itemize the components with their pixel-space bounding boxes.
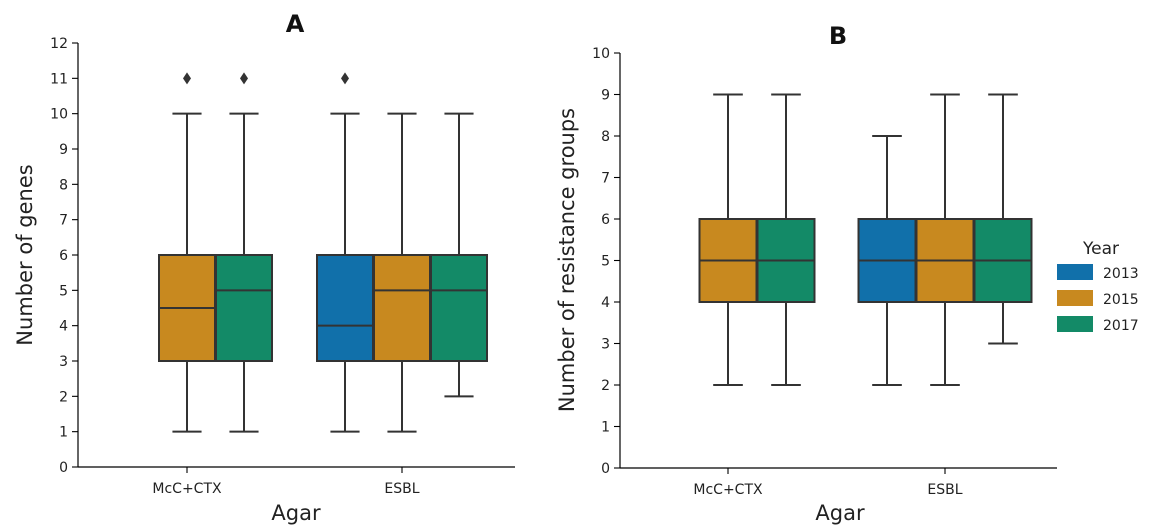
- panel-b-y-tick-label: 10: [592, 46, 610, 62]
- legend-swatch-2017: [1057, 316, 1093, 332]
- box-iqr: [373, 254, 431, 362]
- panel-a-y-tick-label: 3: [59, 354, 68, 370]
- panel-a-y-tick-label: 9: [59, 142, 68, 158]
- box-mcc-ctx-2017: [215, 72, 273, 433]
- panel-a-y-tick-label: 11: [50, 71, 68, 87]
- box-mcc-ctx-2015: [158, 72, 216, 433]
- legend-title: Year: [1082, 239, 1119, 259]
- panel-a-x-tick-label: McC+CTX: [152, 481, 222, 497]
- panel-a-x-tick-label: ESBL: [384, 481, 419, 497]
- panel-b-y-tick-label: 6: [601, 212, 610, 228]
- panel-b-y-axis-label: Number of resistance groups: [555, 108, 579, 412]
- panel-a-y-tick-label: 1: [59, 425, 68, 441]
- panel-a-y-tick-label: 6: [59, 248, 68, 264]
- panel-a-y-tick-label: 8: [59, 177, 68, 193]
- panel-b-y-tick-label: 1: [601, 420, 610, 436]
- panel-a-y-tick-label: 0: [59, 460, 68, 476]
- panel-b-y-tick-label: 0: [601, 461, 610, 477]
- box-esbl-2017: [973, 93, 1033, 345]
- panel-b-y-tick-label: 4: [601, 295, 610, 311]
- panel-b-y-tick-label: 5: [601, 254, 610, 270]
- legend: Year 2013 2015 2017: [1057, 239, 1139, 334]
- panel-a-y-tick-label: 7: [59, 213, 68, 229]
- panel-b-y-tick-label: 7: [601, 171, 610, 187]
- panel-b-y-tick-label: 2: [601, 378, 610, 394]
- box-esbl-2013: [316, 72, 374, 433]
- legend-swatch-2015: [1057, 290, 1093, 306]
- panel-a-y-tick-label: 10: [50, 107, 68, 123]
- box-mcc-ctx-2017: [756, 93, 816, 386]
- panel-b: B Number of resistance groups Agar 0 1 2 3 4…: [555, 22, 1057, 525]
- box-iqr: [316, 254, 374, 362]
- panel-b-x-tick-label: McC+CTX: [693, 482, 763, 498]
- outlier-marker: [341, 72, 349, 85]
- panel-a-y-tick-label: 5: [59, 283, 68, 299]
- legend-label-2017: 2017: [1103, 318, 1139, 334]
- panel-b-y-tick-label: 8: [601, 129, 610, 145]
- panel-a-x-axis-label: Agar: [271, 501, 321, 525]
- panel-a-y-tick-label: 12: [50, 36, 68, 52]
- box-mcc-ctx-2015: [698, 93, 758, 386]
- box-esbl-2015: [373, 112, 431, 433]
- box-iqr: [430, 254, 488, 362]
- legend-label-2013: 2013: [1103, 266, 1139, 282]
- panel-a-y-tick-label: 4: [59, 319, 68, 335]
- panel-a-y-tick-label: 2: [59, 389, 68, 405]
- outlier-marker: [183, 72, 191, 85]
- box-iqr: [215, 254, 273, 362]
- box-esbl-2017: [430, 112, 488, 398]
- panel-b-y-tick-label: 9: [601, 88, 610, 104]
- panel-a-y-axis-label: Number of genes: [13, 164, 37, 345]
- panel-b-title: B: [829, 22, 847, 50]
- outlier-marker: [240, 72, 248, 85]
- legend-label-2015: 2015: [1103, 292, 1139, 308]
- panel-b-x-axis-label: Agar: [815, 501, 865, 525]
- panel-b-x-tick-label: ESBL: [927, 482, 962, 498]
- panel-a-title: A: [286, 10, 305, 38]
- box-esbl-2013: [857, 135, 917, 386]
- panel-a: A Number of genes Agar 0123456789101112M…: [13, 10, 515, 525]
- legend-swatch-2013: [1057, 264, 1093, 280]
- box-esbl-2015: [915, 93, 975, 386]
- panel-b-y-tick-label: 3: [601, 337, 610, 353]
